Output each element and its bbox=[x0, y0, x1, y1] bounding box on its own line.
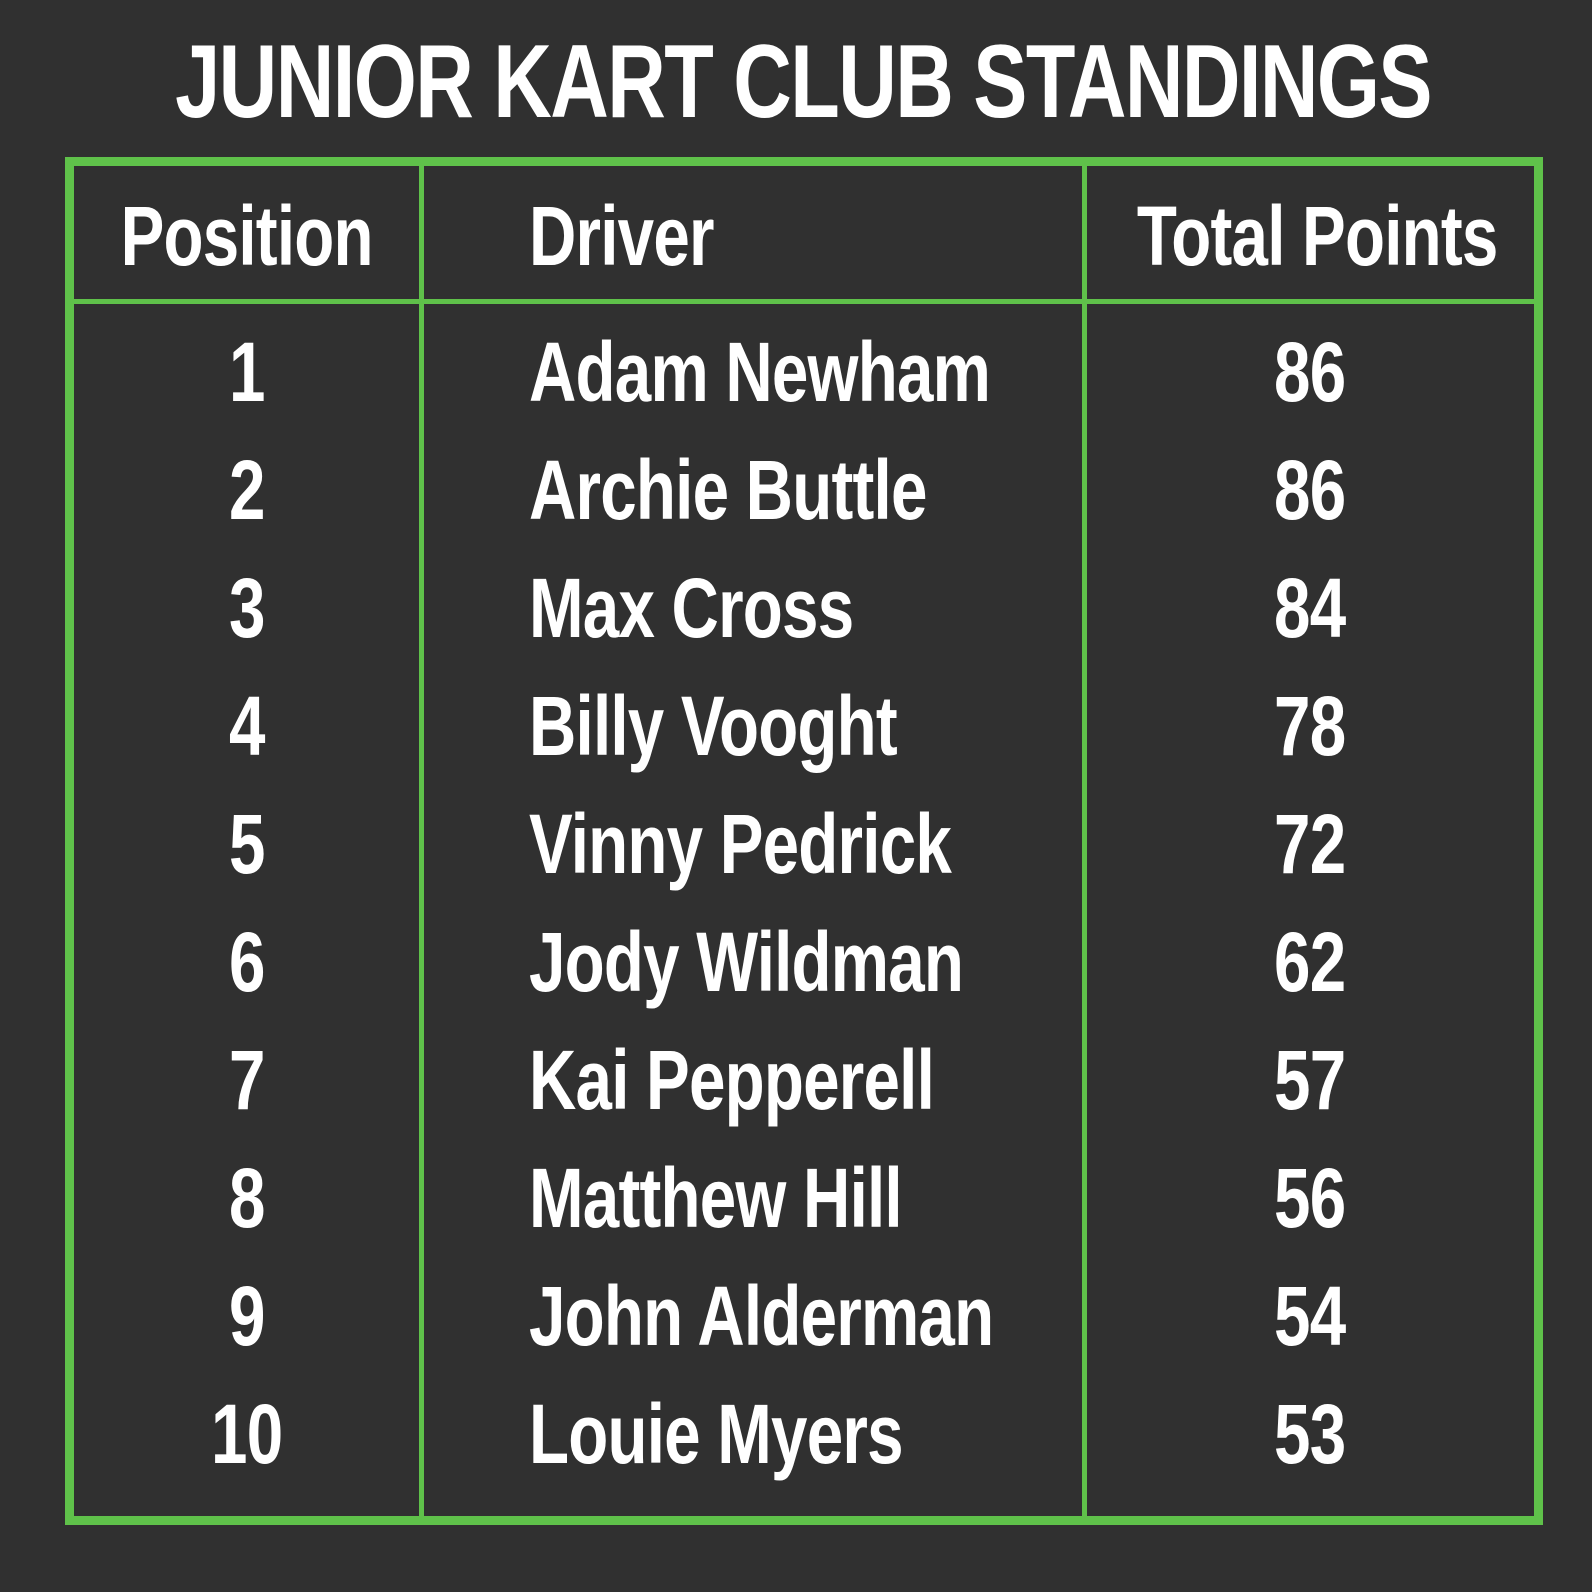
row-position: 10 bbox=[210, 1387, 283, 1481]
row-points: 78 bbox=[1274, 679, 1346, 773]
row-driver: Matthew Hill bbox=[529, 1151, 903, 1245]
row-position: 1 bbox=[228, 325, 265, 419]
row-position: 9 bbox=[228, 1269, 265, 1363]
row-position: 3 bbox=[228, 561, 265, 655]
row-driver: John Alderman bbox=[529, 1269, 994, 1363]
row-driver: Jody Wildman bbox=[529, 915, 964, 1009]
row-points: 86 bbox=[1274, 443, 1346, 537]
row-points: 54 bbox=[1274, 1269, 1346, 1363]
row-driver: Vinny Pedrick bbox=[529, 797, 952, 891]
header-position: Position bbox=[120, 189, 373, 283]
column-divider bbox=[419, 166, 424, 1516]
row-driver: Archie Buttle bbox=[529, 443, 927, 537]
header-total-points: Total Points bbox=[1136, 189, 1498, 283]
row-position: 2 bbox=[228, 443, 265, 537]
standings-table: Position Driver Total Points 1 Adam Newha… bbox=[65, 157, 1543, 1525]
row-driver: Kai Pepperell bbox=[529, 1033, 935, 1127]
row-points: 57 bbox=[1274, 1033, 1346, 1127]
page-title: JUNIOR KART CLUB STANDINGS bbox=[175, 24, 1432, 140]
row-position: 5 bbox=[228, 797, 265, 891]
row-position: 6 bbox=[228, 915, 265, 1009]
row-position: 8 bbox=[228, 1151, 265, 1245]
row-position: 7 bbox=[228, 1033, 265, 1127]
column-divider bbox=[1082, 166, 1087, 1516]
row-points: 62 bbox=[1274, 915, 1346, 1009]
header-divider bbox=[74, 299, 1534, 304]
row-driver: Louie Myers bbox=[529, 1387, 904, 1481]
row-driver: Billy Vooght bbox=[529, 679, 898, 773]
row-points: 53 bbox=[1274, 1387, 1346, 1481]
row-driver: Adam Newham bbox=[529, 325, 991, 419]
row-position: 4 bbox=[228, 679, 265, 773]
row-driver: Max Cross bbox=[529, 561, 854, 655]
row-points: 72 bbox=[1274, 797, 1346, 891]
header-driver: Driver bbox=[529, 189, 714, 283]
row-points: 84 bbox=[1274, 561, 1346, 655]
row-points: 56 bbox=[1274, 1151, 1346, 1245]
row-points: 86 bbox=[1274, 325, 1346, 419]
